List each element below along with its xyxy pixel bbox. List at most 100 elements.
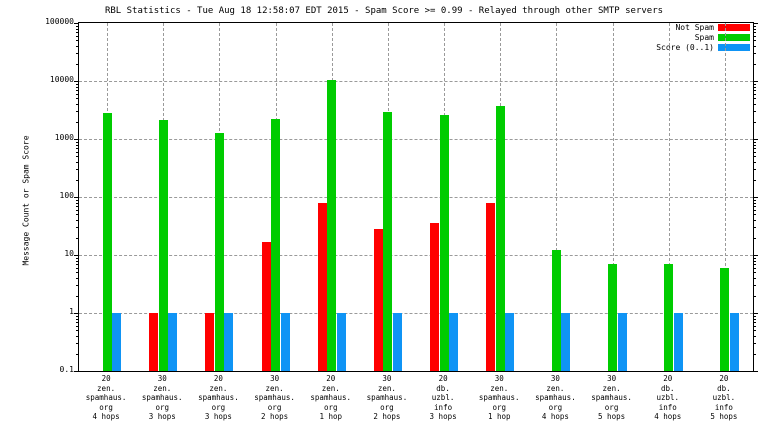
x-axis-tick-label: 20 db. uzbl. info 3 hops: [415, 374, 471, 422]
axis-tick-major: [74, 371, 79, 372]
axis-tick-minor: [76, 257, 79, 259]
axis-tick-minor: [753, 86, 756, 88]
axis-tick-minor: [753, 162, 756, 164]
axis-tick-minor: [753, 83, 756, 85]
x-axis-tick-label-line: 30: [157, 374, 167, 383]
axis-tick-minor: [753, 144, 756, 146]
x-axis-tick-label-line: 30: [607, 374, 617, 383]
axis-tick-minor: [753, 147, 756, 149]
axis-tick-minor: [753, 325, 756, 327]
axis-tick-minor: [753, 31, 756, 33]
axis-tick-major: [753, 23, 758, 24]
bar: [664, 263, 673, 371]
axis-tick-minor: [76, 179, 79, 181]
axis-tick-minor: [76, 278, 79, 280]
x-axis-tick-label-line: 20: [663, 374, 673, 383]
axis-tick-minor: [76, 315, 79, 317]
x-axis-tick-label-line: info: [434, 402, 453, 412]
axis-tick-minor: [753, 40, 756, 42]
axis-tick-minor: [76, 25, 79, 27]
bar: [262, 241, 271, 371]
x-axis-tick-label-line: 30: [382, 374, 392, 383]
bar: [440, 114, 449, 371]
axis-tick-minor: [753, 285, 756, 287]
y-axis-tick-labels: 100000 10000 1000 100 10 1 0.1: [0, 0, 74, 432]
axis-tick-minor: [76, 209, 79, 211]
axis-tick-minor: [76, 147, 79, 149]
bar: [383, 112, 392, 371]
axis-tick-minor: [753, 336, 756, 338]
axis-tick-major: [74, 81, 79, 82]
axis-tick-minor: [753, 272, 756, 274]
x-axis-tick-label: 30 zen. spamhaus. org 5 hops: [584, 374, 640, 422]
legend-item-label: Spam: [694, 33, 714, 42]
axis-tick-minor: [753, 205, 756, 207]
x-axis-tick-label-line: 20: [101, 374, 111, 383]
legend-color-swatch: [718, 24, 750, 31]
axis-tick-major: [753, 313, 758, 314]
axis-tick-major: [74, 313, 79, 314]
bar: [505, 313, 514, 371]
axis-tick-minor: [76, 220, 79, 222]
axis-tick-minor: [76, 267, 79, 269]
axis-tick-minor: [76, 53, 79, 55]
axis-tick-minor: [753, 263, 756, 265]
x-axis-tick-label-line: spamhaus.: [366, 393, 408, 402]
axis-tick-minor: [753, 111, 756, 113]
x-axis-tick-label-line: zen.: [153, 383, 172, 393]
gridline-horizontal: [79, 313, 753, 314]
axis-tick-minor: [753, 156, 756, 158]
x-axis-tick-label-line: zen.: [209, 383, 228, 393]
axis-tick-minor: [76, 156, 79, 158]
axis-tick-major: [74, 23, 79, 24]
gridline-horizontal: [79, 139, 753, 140]
x-axis-tick-label-line: 20: [326, 374, 336, 383]
x-axis-tick-label-line: spamhaus.: [85, 393, 127, 402]
x-axis-tick-label: 20 zen. spamhaus. org 4 hops: [78, 374, 134, 422]
axis-tick-major: [74, 255, 79, 256]
bar: [327, 79, 336, 371]
x-axis-tick-label-line: zen.: [377, 383, 396, 393]
axis-tick-minor: [76, 199, 79, 201]
x-axis-tick-label-line: spamhaus.: [591, 393, 632, 402]
x-axis-tick-label-line: 2 hops: [373, 412, 401, 421]
axis-tick-minor: [753, 121, 756, 123]
x-axis-tick-label-line: 3 hops: [204, 412, 232, 421]
x-axis-tick-label: 20 db. uzbl. info 4 hops: [640, 374, 696, 422]
legend-color-swatch: [718, 34, 750, 41]
axis-tick-minor: [76, 343, 79, 345]
axis-tick-minor: [76, 272, 79, 274]
axis-tick-minor: [76, 141, 79, 143]
axis-tick-minor: [753, 89, 756, 91]
axis-tick-major: [753, 81, 758, 82]
x-axis-tick-label-line: zen.: [321, 383, 340, 393]
axis-tick-minor: [753, 169, 756, 171]
x-axis-tick-label-line: spamhaus.: [198, 393, 239, 402]
legend-item: Score (0..1): [656, 43, 750, 52]
axis-tick-major: [753, 197, 758, 198]
axis-tick-minor: [753, 63, 756, 65]
y-axis-tick-label: 10: [64, 249, 74, 258]
legend-item-label: Not Spam: [675, 23, 714, 32]
bar: [318, 203, 327, 371]
axis-tick-minor: [76, 151, 79, 153]
x-axis-tick-label-line: spamhaus.: [535, 393, 576, 402]
axis-tick-minor: [76, 321, 79, 323]
axis-tick-minor: [753, 318, 756, 320]
axis-tick-minor: [76, 144, 79, 146]
x-axis-tick-label-line: 20: [719, 374, 729, 383]
axis-tick-minor: [76, 86, 79, 88]
x-axis-tick-label-line: 4 hops: [92, 412, 120, 421]
axis-tick-minor: [76, 28, 79, 30]
x-axis-tick-label-line: spamhaus.: [310, 393, 352, 402]
bar: [561, 313, 570, 371]
bar: [496, 106, 505, 371]
plot-area: [74, 22, 758, 372]
axis-tick-minor: [76, 93, 79, 95]
x-axis-tick-label-line: info: [714, 402, 733, 412]
gridline-vertical: [725, 23, 726, 371]
x-axis-tick-label-line: zen.: [97, 383, 116, 393]
axis-tick-minor: [76, 104, 79, 106]
axis-tick-minor: [76, 260, 79, 262]
